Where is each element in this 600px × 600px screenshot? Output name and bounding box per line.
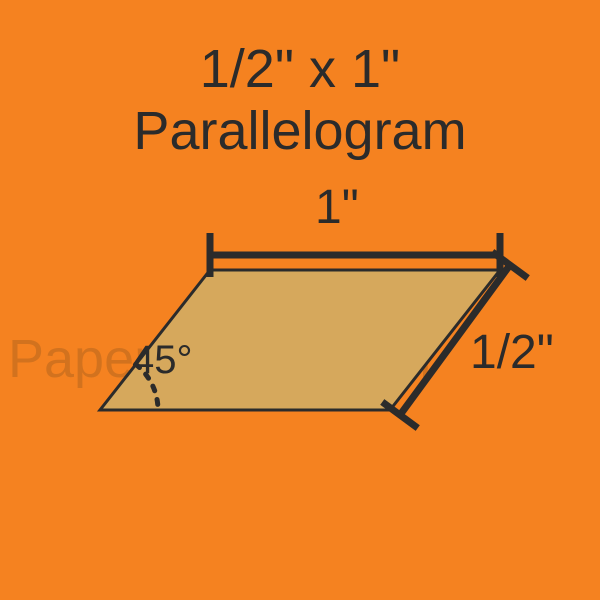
angle-label: 45° — [132, 338, 193, 383]
title-block: 1/2" x 1" Parallelogram — [0, 38, 600, 162]
canvas: 1/2" x 1" Parallelogram PaperPieces.com … — [0, 0, 600, 600]
parallelogram-diagram: 1" 1/2" 45° — [50, 220, 550, 520]
title-line-2: Parallelogram — [0, 100, 600, 162]
right-dimension-label: 1/2" — [470, 325, 554, 380]
top-dimension-label: 1" — [315, 180, 359, 235]
title-line-1: 1/2" x 1" — [0, 38, 600, 100]
